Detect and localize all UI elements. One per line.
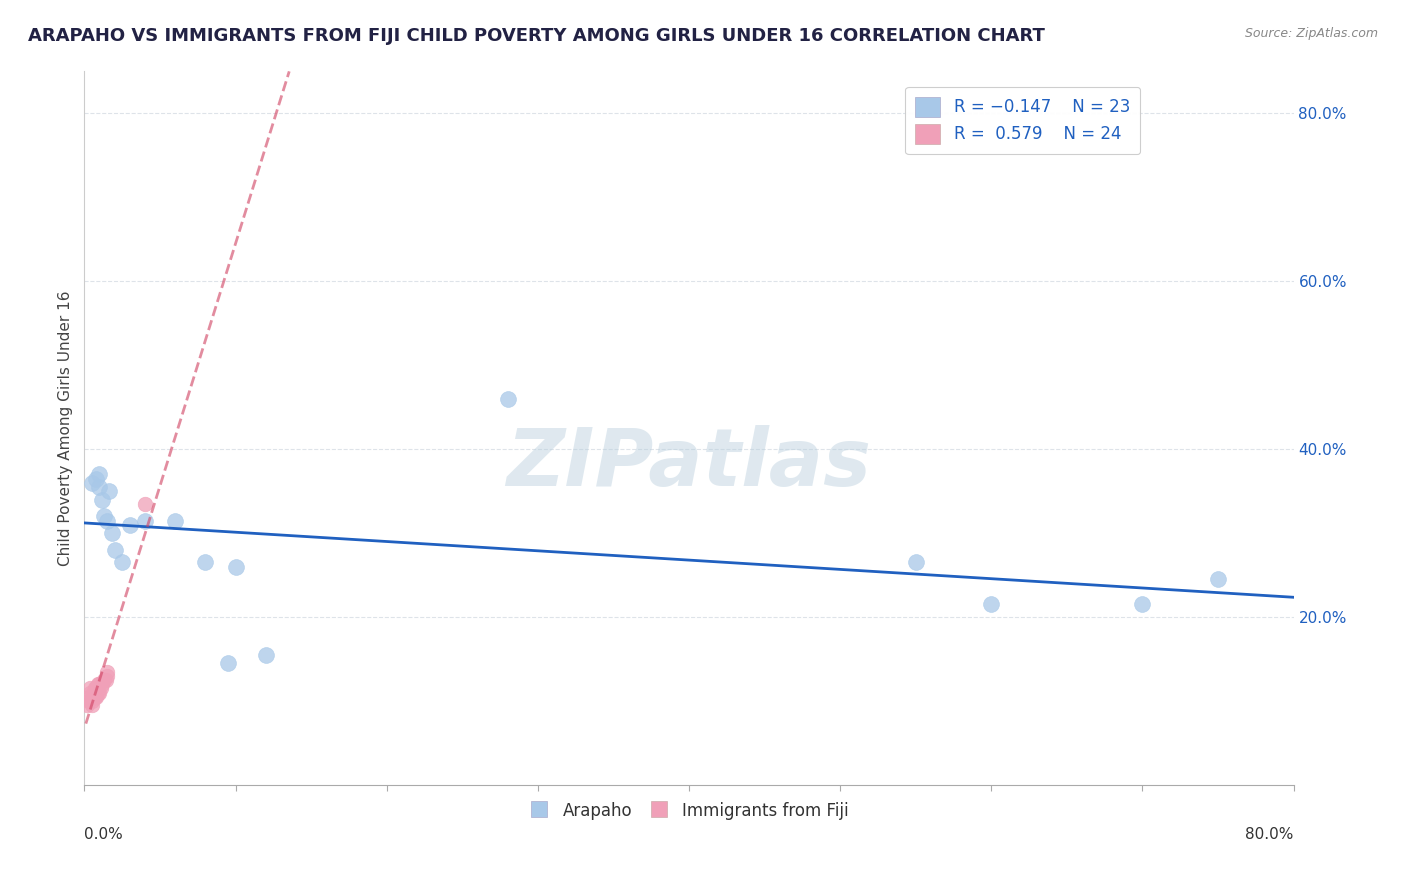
Point — [90, 681, 112, 696]
Point — [82, 685, 104, 699]
Point — [118, 517, 141, 532]
Point — [134, 514, 156, 528]
Point — [87, 677, 110, 691]
Point — [87, 685, 110, 699]
Point — [104, 542, 127, 557]
Point — [86, 690, 108, 704]
Point — [93, 673, 115, 687]
Point — [100, 526, 122, 541]
Point — [496, 392, 519, 406]
Point — [77, 690, 100, 704]
Point — [82, 690, 104, 704]
Text: ZIPatlas: ZIPatlas — [506, 425, 872, 503]
Point — [194, 556, 217, 570]
Point — [76, 698, 98, 713]
Text: ARAPAHO VS IMMIGRANTS FROM FIJI CHILD POVERTY AMONG GIRLS UNDER 16 CORRELATION C: ARAPAHO VS IMMIGRANTS FROM FIJI CHILD PO… — [28, 27, 1045, 45]
Point — [89, 677, 111, 691]
Point — [86, 681, 108, 696]
Y-axis label: Child Poverty Among Girls Under 16: Child Poverty Among Girls Under 16 — [58, 291, 73, 566]
Point — [96, 665, 118, 679]
Point — [89, 467, 111, 482]
Point — [77, 694, 100, 708]
Point — [84, 681, 107, 696]
Point — [96, 669, 118, 683]
Point — [111, 556, 134, 570]
Legend: Arapaho, Immigrants from Fiji: Arapaho, Immigrants from Fiji — [523, 795, 855, 827]
Point — [217, 657, 239, 671]
Point — [84, 690, 107, 704]
Point — [134, 497, 156, 511]
Point — [93, 509, 115, 524]
Point — [89, 480, 111, 494]
Point — [79, 681, 101, 696]
Point — [1130, 598, 1153, 612]
Point — [94, 673, 117, 687]
Point — [980, 598, 1002, 612]
Text: 0.0%: 0.0% — [84, 827, 124, 842]
Text: 80.0%: 80.0% — [1246, 827, 1294, 842]
Point — [254, 648, 277, 662]
Point — [97, 484, 120, 499]
Point — [165, 514, 187, 528]
Point — [80, 694, 103, 708]
Point — [91, 492, 114, 507]
Point — [89, 685, 111, 699]
Point — [91, 677, 114, 691]
Text: Source: ZipAtlas.com: Source: ZipAtlas.com — [1244, 27, 1378, 40]
Point — [79, 685, 101, 699]
Point — [96, 514, 118, 528]
Point — [86, 471, 108, 485]
Point — [80, 475, 103, 490]
Point — [80, 698, 103, 713]
Point — [1206, 572, 1229, 586]
Point — [225, 559, 247, 574]
Point — [904, 556, 927, 570]
